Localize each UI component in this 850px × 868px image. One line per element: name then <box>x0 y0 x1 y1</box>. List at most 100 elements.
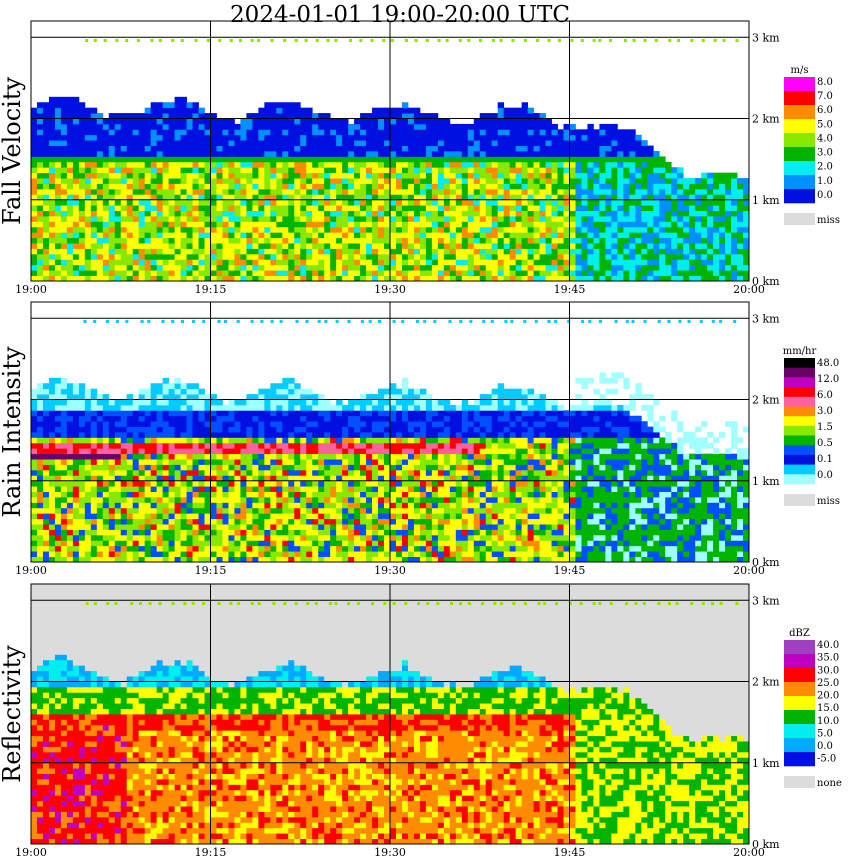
radar-cell <box>222 534 229 541</box>
radar-cell <box>258 475 265 482</box>
radar-cell <box>162 497 170 503</box>
radar-cell <box>390 270 397 276</box>
radar-cell <box>617 167 624 174</box>
radar-cell <box>54 453 62 460</box>
radar-cell <box>114 404 122 411</box>
radar-cell <box>126 464 134 471</box>
radar-cell <box>210 248 217 255</box>
radar-cell <box>42 210 50 217</box>
radar-cell <box>479 123 487 130</box>
radar-cell <box>222 529 229 536</box>
radar-cell <box>144 437 152 444</box>
colorbar-swatch <box>784 105 815 120</box>
radar-cell <box>234 442 241 449</box>
radar-cell <box>228 161 235 168</box>
radar-cell <box>192 275 199 282</box>
radar-cell <box>144 151 152 157</box>
radar-cell <box>641 156 648 163</box>
radar-cell <box>246 118 253 125</box>
radar-cell <box>533 232 540 239</box>
radar-cell <box>60 232 68 239</box>
radar-cell <box>455 178 463 184</box>
radar-cell <box>36 210 44 217</box>
radar-cell <box>42 442 50 449</box>
clutter-mark <box>250 39 254 42</box>
radar-cell <box>84 178 92 184</box>
radar-cell <box>54 540 62 547</box>
radar-cell <box>156 437 164 444</box>
radar-cell <box>66 545 74 552</box>
radar-cell <box>210 253 217 260</box>
radar-cell <box>372 118 379 125</box>
radar-cell <box>515 151 523 157</box>
radar-cell <box>228 199 235 206</box>
radar-cell <box>78 259 86 266</box>
colorbar-swatch <box>784 119 815 134</box>
radar-cell <box>461 161 469 168</box>
radar-cell <box>593 188 600 195</box>
radar-cell <box>90 264 98 271</box>
radar-cell <box>425 243 433 249</box>
radar-cell <box>599 205 606 211</box>
radar-cell <box>31 107 38 114</box>
radar-cell <box>306 232 313 239</box>
radar-cell <box>228 237 235 244</box>
radar-cell <box>48 442 56 449</box>
radar-cell <box>461 123 469 130</box>
radar-cell <box>144 410 152 417</box>
radar-cell <box>186 480 193 487</box>
radar-cell <box>258 524 265 530</box>
radar-cell <box>270 123 277 130</box>
radar-cell <box>312 161 319 168</box>
radar-cell <box>222 248 229 255</box>
radar-cell <box>66 113 74 119</box>
radar-cell <box>42 167 50 174</box>
radar-cell <box>36 399 44 406</box>
radar-cell <box>162 415 170 422</box>
radar-cell <box>533 259 540 266</box>
radar-cell <box>234 475 241 482</box>
radar-cell <box>348 194 355 201</box>
radar-cell <box>282 270 289 276</box>
radar-cell <box>90 507 98 514</box>
radar-cell <box>150 480 158 487</box>
radar-cell <box>102 210 110 217</box>
radar-cell <box>282 194 289 201</box>
radar-cell <box>635 178 642 184</box>
radar-cell <box>725 172 732 179</box>
radar-cell <box>300 221 307 228</box>
radar-cell <box>665 172 672 179</box>
radar-cell <box>575 145 582 152</box>
radar-cell <box>162 113 170 119</box>
radar-cell <box>533 210 540 217</box>
radar-cell <box>443 243 451 249</box>
radar-cell <box>485 259 493 266</box>
radar-cell <box>234 178 241 184</box>
radar-cell <box>66 167 74 174</box>
radar-cell <box>222 453 229 460</box>
radar-cell <box>677 216 684 222</box>
radar-cell <box>258 107 265 114</box>
radar-cell <box>395 275 403 282</box>
radar-cell <box>120 475 128 482</box>
radar-cell <box>108 253 116 260</box>
radar-cell <box>66 270 74 276</box>
radar-cell <box>527 237 534 244</box>
radar-cell <box>54 475 62 482</box>
radar-cell <box>72 507 80 514</box>
radar-cell <box>78 107 86 114</box>
colorbar-swatch <box>784 189 815 204</box>
radar-cell <box>210 524 217 530</box>
radar-cell <box>455 248 463 255</box>
radar-cell <box>54 518 62 525</box>
radar-cell <box>330 210 337 217</box>
radar-cell <box>611 270 618 276</box>
radar-cell <box>162 248 170 255</box>
radar-cell <box>324 226 331 233</box>
radar-cell <box>132 421 140 427</box>
radar-cell <box>503 270 511 276</box>
radar-cell <box>126 232 134 239</box>
radar-cell <box>132 497 140 503</box>
radar-cell <box>168 486 175 492</box>
radar-cell <box>467 232 475 239</box>
